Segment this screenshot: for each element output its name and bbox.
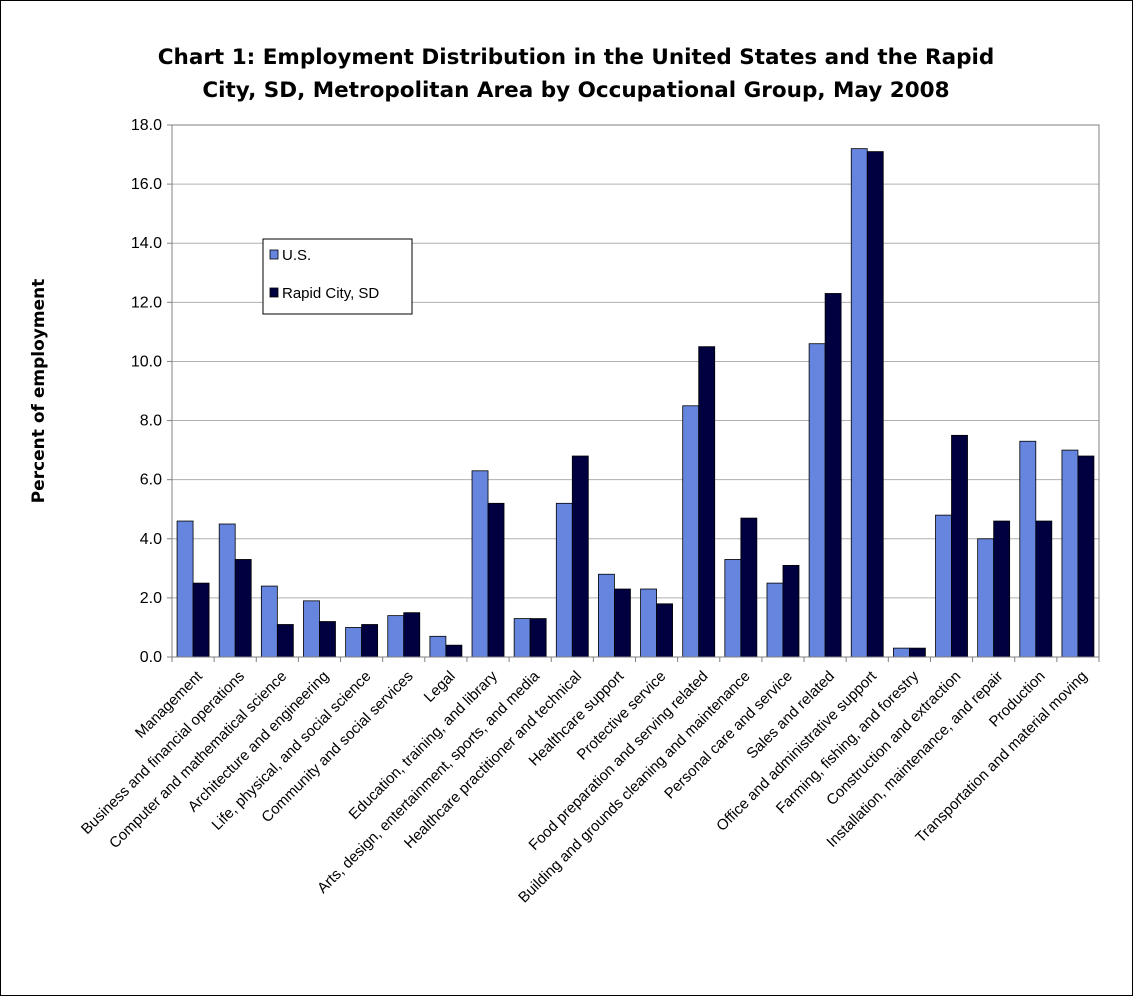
chart-title-line-1: Chart 1: Employment Distribution in the …	[157, 45, 995, 70]
bar-rapid-city	[993, 520, 1011, 658]
bar-us	[471, 470, 489, 658]
legend-label: U.S.	[282, 247, 311, 264]
y-tick-label: 2.0	[140, 590, 162, 607]
bar-us	[935, 514, 952, 658]
bar-us	[640, 588, 657, 658]
bar-us	[766, 582, 784, 658]
bar-us	[808, 343, 826, 658]
bar-us	[1019, 440, 1037, 658]
legend-swatch	[269, 287, 279, 298]
bar-us	[260, 585, 278, 658]
bar-us	[977, 538, 995, 658]
bar-rapid-city	[908, 647, 926, 658]
bar-rapid-city	[698, 346, 716, 658]
bar-rapid-city	[234, 559, 252, 658]
bar-rapid-city	[951, 434, 968, 658]
bar-us	[345, 627, 363, 658]
legend-box	[262, 238, 413, 315]
legend-label: Rapid City, SD	[282, 285, 379, 302]
bar-rapid-city	[740, 517, 758, 658]
bar-rapid-city	[192, 582, 210, 658]
legend: U.S. Rapid City, SD	[262, 238, 413, 315]
bar-rapid-city	[782, 564, 800, 658]
legend-swatch	[269, 249, 279, 260]
bar-rapid-city	[361, 624, 379, 658]
y-tick-label: 16.0	[131, 176, 162, 193]
bar-us	[429, 635, 447, 658]
chart-title-line-2: City, SD, Metropolitan Area by Occupatio…	[202, 78, 950, 103]
y-tick-label: 10.0	[131, 353, 162, 370]
bar-us	[598, 573, 615, 658]
bar-rapid-city	[1077, 455, 1095, 658]
bar-us	[513, 618, 531, 658]
bars	[176, 148, 1095, 658]
bar-rapid-city	[276, 624, 294, 658]
bar-rapid-city	[1035, 520, 1053, 658]
y-tick-label: 4.0	[140, 531, 162, 548]
bar-us	[892, 647, 910, 658]
bar-us	[387, 615, 405, 658]
bar-rapid-city	[403, 612, 421, 658]
y-tick-label: 18.0	[131, 117, 162, 134]
y-tick-label: 8.0	[140, 413, 162, 430]
bar-rapid-city	[487, 502, 505, 658]
bar-us	[724, 559, 742, 658]
bar-rapid-city	[571, 455, 589, 658]
bar-us	[303, 600, 320, 658]
bar-us	[1061, 449, 1079, 658]
y-tick-label: 14.0	[131, 235, 162, 252]
bar-us	[682, 405, 700, 658]
bar-rapid-city	[656, 603, 673, 658]
bar-rapid-city	[866, 151, 884, 658]
bar-rapid-city	[529, 618, 547, 658]
bar-us	[850, 148, 868, 658]
y-tick-label: 0.0	[140, 649, 162, 666]
bar-us	[218, 523, 236, 658]
bar-rapid-city	[445, 644, 463, 658]
chart-title: Chart 1: Employment Distribution in the …	[61, 41, 1091, 107]
y-tick-label: 6.0	[140, 472, 162, 489]
bar-rapid-city	[824, 293, 842, 658]
x-tick-label: Computer and mathematical science	[106, 668, 290, 852]
bar-us	[555, 502, 573, 658]
bar-us	[176, 520, 194, 658]
x-tick-label: Legal	[421, 668, 459, 706]
y-tick-label: 12.0	[131, 294, 162, 311]
y-axis: 0.0 2.0 4.0 6.0 8.0 10.0 12.0 14.0 16.0 18.0	[131, 117, 172, 666]
bar-rapid-city	[614, 588, 631, 658]
bar-rapid-city	[319, 621, 336, 658]
y-axis-label: Percent of employment	[29, 279, 49, 504]
